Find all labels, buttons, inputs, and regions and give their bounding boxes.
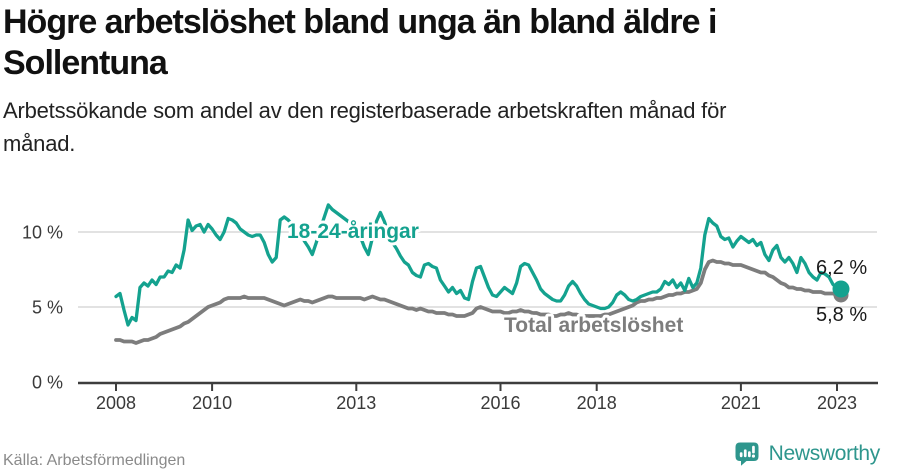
x-tick-label: 2013 xyxy=(336,393,376,413)
page-subtitle: Arbetssökande som andel av den registerb… xyxy=(3,98,727,156)
x-tick-label: 2010 xyxy=(192,393,232,413)
newsworthy-wordmark: Newsworthy xyxy=(768,442,881,465)
x-axis: 2008 2010 2013 2016 2018 2021 2023 xyxy=(78,381,878,413)
series-line-youth xyxy=(114,203,843,327)
page-title: Högre arbetslöshet bland unga än bland ä… xyxy=(3,3,717,82)
x-tick-label: 2008 xyxy=(96,393,136,413)
end-value-label-total: 5,8 % xyxy=(816,304,867,326)
y-axis-labels: 0 % 5 % 10 % xyxy=(22,223,63,393)
y-tick-label: 0 % xyxy=(32,373,63,393)
y-tick-label: 5 % xyxy=(32,298,63,318)
newsworthy-logo: Newsworthy xyxy=(733,440,880,468)
x-tick-label: 2021 xyxy=(721,393,761,413)
end-value-label-youth: 6,2 % xyxy=(816,257,867,279)
source-credit: Källa: Arbetsförmedlingen xyxy=(3,452,186,469)
series-line-total xyxy=(114,258,843,345)
series-label-youth: 18-24-åringar xyxy=(287,220,419,243)
x-tick-label: 2016 xyxy=(480,393,520,413)
series-label-total: Total arbetslöshet xyxy=(504,314,683,337)
x-tick-label: 2023 xyxy=(817,393,857,413)
y-tick-label: 10 % xyxy=(22,223,63,243)
series-end-dot-youth xyxy=(832,280,850,298)
x-tick-label: 2018 xyxy=(577,393,617,413)
unemployment-line-chart: 0 %5 %10 % 2008 2010 2013 2016 2018 2021 2023 … xyxy=(22,203,878,413)
newsworthy-speech-bubble-bar-chart-icon xyxy=(733,440,761,468)
